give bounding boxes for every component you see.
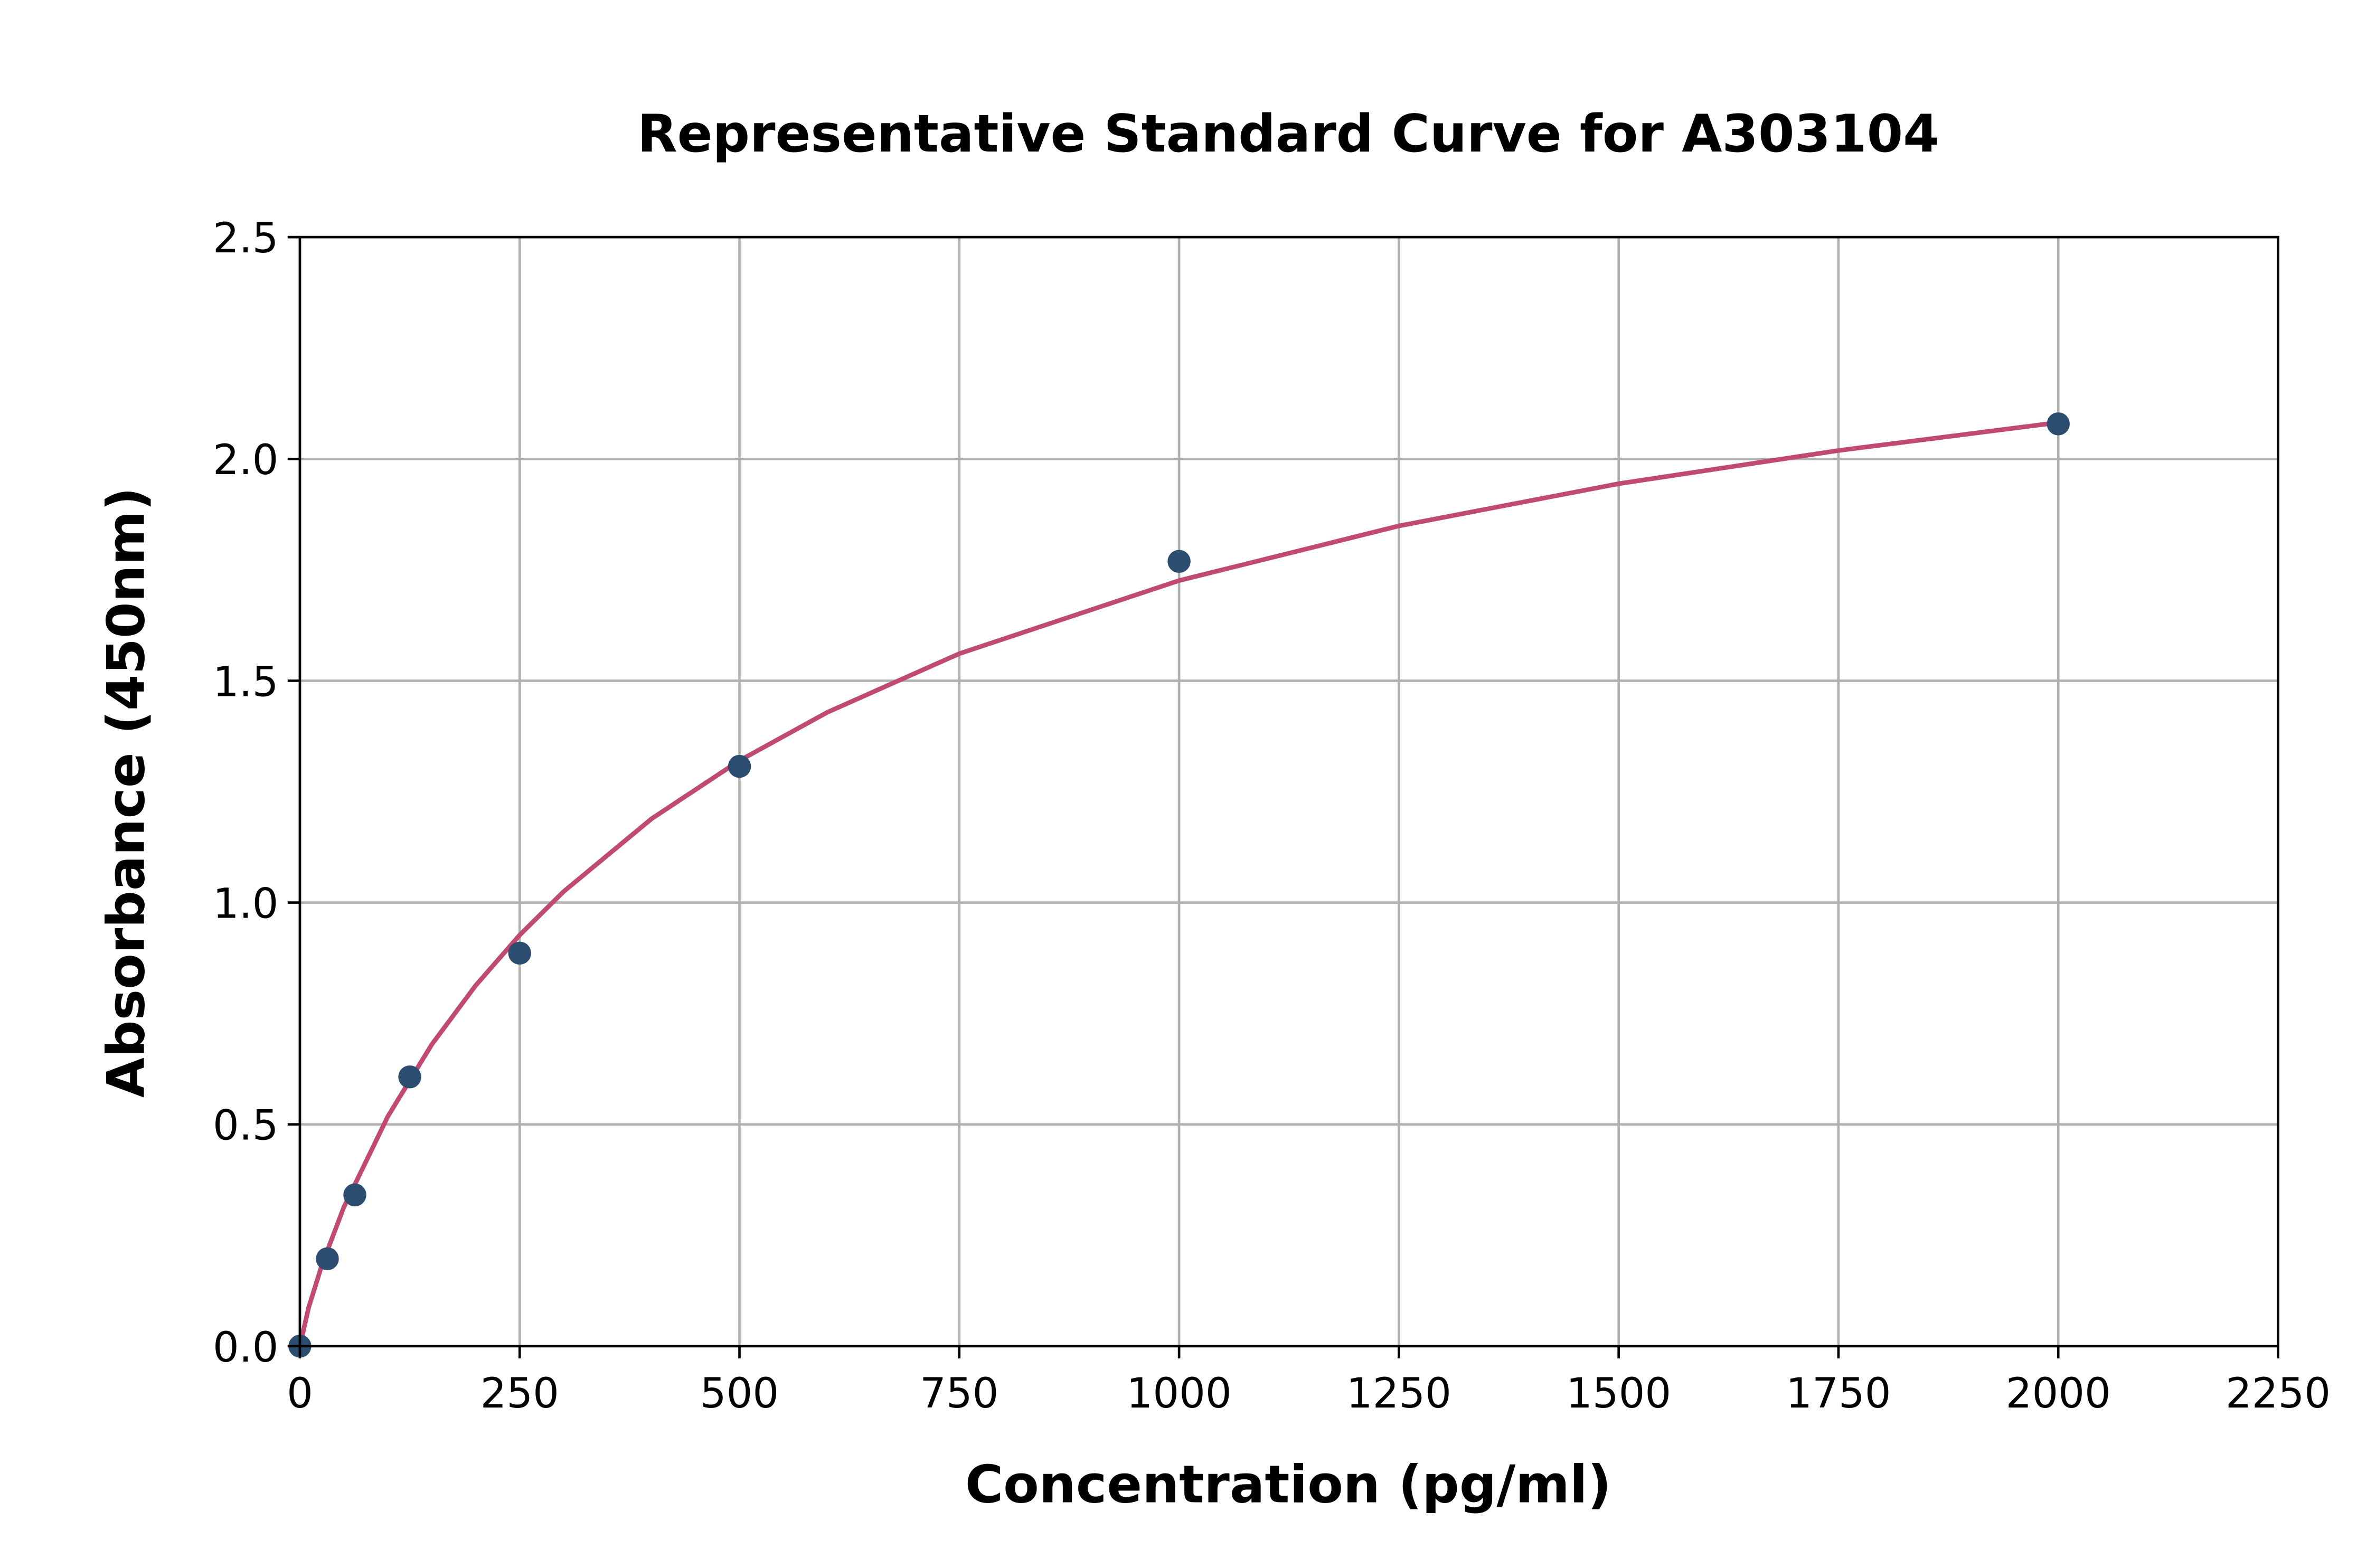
x-tick-label: 0 (287, 1369, 313, 1418)
x-axis-label: Concentration (pg/ml) (965, 1454, 1611, 1515)
grid (298, 235, 2279, 1348)
data-point (2047, 412, 2070, 436)
y-tick-label: 0.5 (213, 1102, 278, 1150)
data-point (728, 754, 751, 778)
data-points-layer (288, 412, 2070, 1358)
data-point (316, 1247, 339, 1271)
x-tick-label: 1000 (1127, 1369, 1232, 1418)
data-point (1167, 550, 1191, 573)
y-tick-label: 2.0 (213, 436, 278, 484)
x-tick-label: 750 (920, 1369, 998, 1418)
fit-curve-layer (297, 420, 2059, 1347)
y-tick-label: 1.5 (213, 658, 278, 706)
y-axis-ticks: 0.0 0.5 1.0 1.5 2.0 2.5 (213, 214, 300, 1372)
y-tick-label: 0.0 (213, 1324, 278, 1372)
y-tick-label: 1.0 (213, 880, 278, 928)
x-axis-ticks: 0 250 500 750 1000 1250 1500 1750 2000 2250 (287, 1346, 2331, 1418)
x-tick-label: 250 (480, 1369, 559, 1418)
x-tick-label: 2000 (2006, 1369, 2111, 1418)
y-tick-label: 2.5 (213, 214, 278, 262)
x-tick-label: 1250 (1346, 1369, 1451, 1418)
x-tick-label: 500 (700, 1369, 779, 1418)
x-tick-label: 2250 (2226, 1369, 2331, 1418)
data-point (343, 1183, 366, 1207)
chart-title: Representative Standard Curve for A30310… (637, 104, 1939, 164)
plot-frame (298, 235, 2279, 1348)
data-point (398, 1065, 421, 1089)
x-tick-label: 1500 (1566, 1369, 1671, 1418)
x-tick-label: 1750 (1786, 1369, 1891, 1418)
fit-curve-line (297, 420, 2059, 1347)
y-axis-label: Absorbance (450nm) (96, 487, 156, 1098)
data-point (508, 941, 531, 965)
